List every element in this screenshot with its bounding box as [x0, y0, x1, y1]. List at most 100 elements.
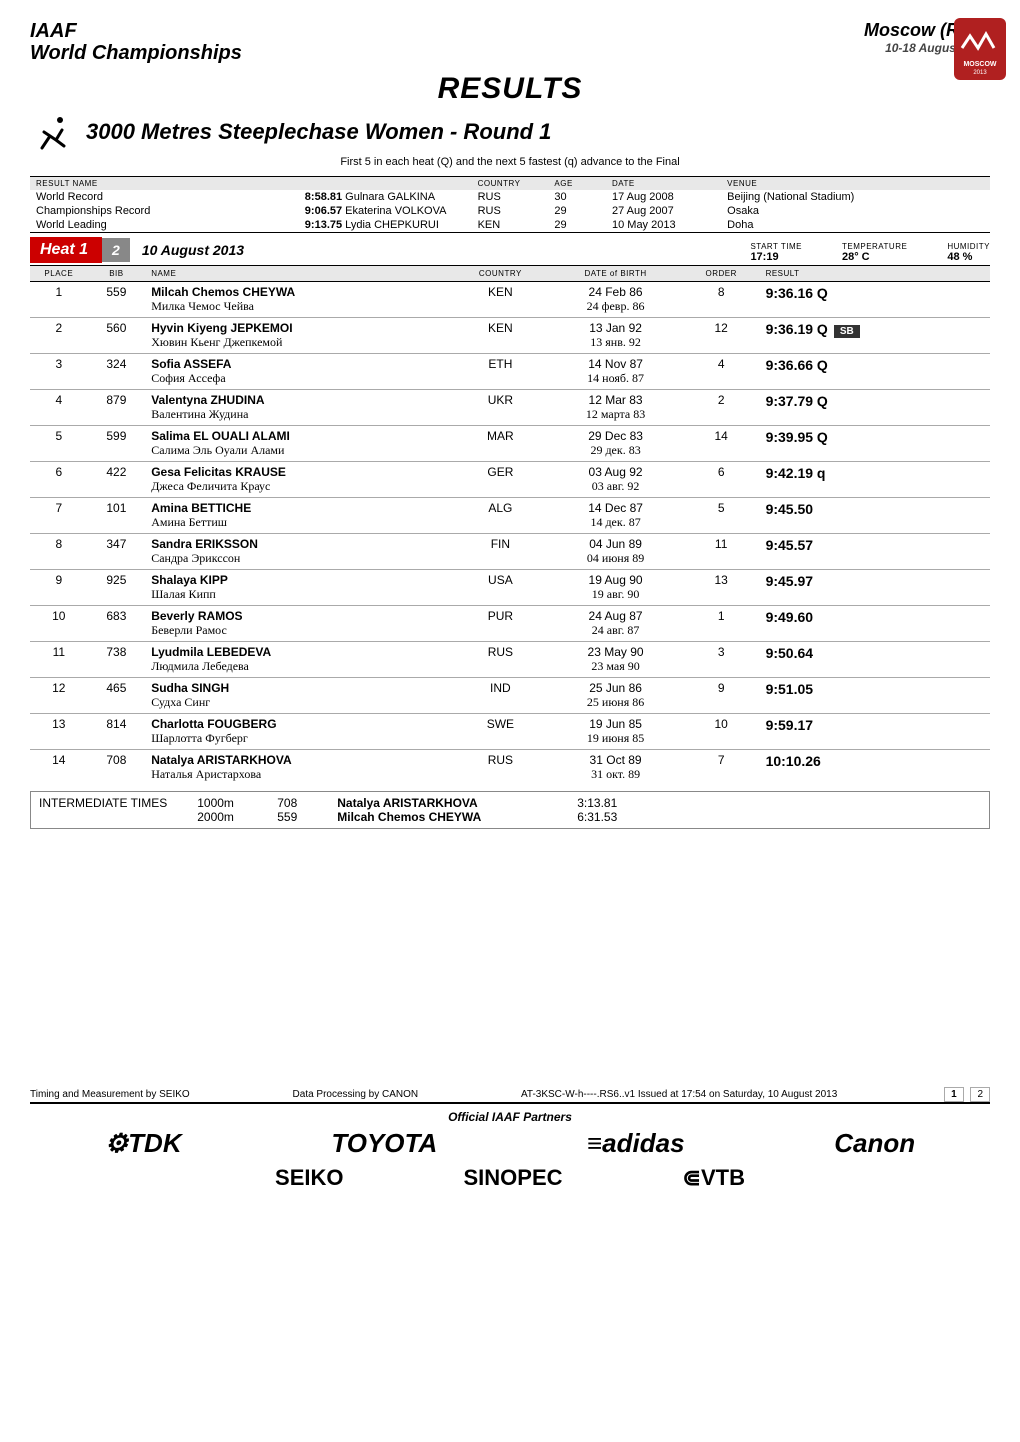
cell-country: FIN — [452, 534, 548, 570]
start-time: 17:19 — [750, 251, 778, 263]
cell-dob: 25 Jun 8625 июня 86 — [548, 678, 682, 714]
cell-place: 5 — [30, 426, 88, 462]
partner-logo: TOYOTA — [331, 1128, 437, 1159]
temp-val: 28° C — [842, 251, 870, 263]
issued-at: Issued at 17:54 on Saturday, 10 August 2… — [638, 1089, 837, 1100]
sb-badge: SB — [834, 325, 860, 338]
cell-order: 4 — [683, 354, 760, 390]
cell-bib: 324 — [88, 354, 146, 390]
cell-dob: 19 Aug 9019 авг. 90 — [548, 570, 682, 606]
th-venue: VENUE — [727, 179, 757, 188]
cell-dob: 31 Oct 8931 окт. 89 — [548, 750, 682, 786]
cell-dob: 19 Jun 8519 июня 85 — [548, 714, 682, 750]
cell-name: Salima EL OUALI ALAMIСалима Эль Оуали Ал… — [145, 426, 452, 462]
cell-place: 1 — [30, 282, 88, 318]
cell-result: 9:45.57 — [760, 534, 990, 570]
advance-rule: First 5 in each heat (Q) and the next 5 … — [30, 156, 990, 168]
cell-order: 14 — [683, 426, 760, 462]
cell-dob: 29 Dec 8329 дек. 83 — [548, 426, 682, 462]
data-credit: Data Processing by CANON — [293, 1089, 419, 1100]
cell-dob: 04 Jun 8904 июня 89 — [548, 534, 682, 570]
split-row: 1000m708Natalya ARISTARKHOVA3:13.81 — [197, 796, 981, 810]
report-code: AT-3KSC-W-h----.RS6..v1 — [521, 1089, 635, 1100]
cell-country: ALG — [452, 498, 548, 534]
cell-country: ETH — [452, 354, 548, 390]
cell-country: RUS — [452, 750, 548, 786]
th-bib: BIB — [109, 269, 123, 278]
cell-order: 8 — [683, 282, 760, 318]
cell-place: 11 — [30, 642, 88, 678]
th-place: PLACE — [44, 269, 73, 278]
cell-bib: 814 — [88, 714, 146, 750]
cell-place: 4 — [30, 390, 88, 426]
th-country: COUNTRY — [478, 179, 521, 188]
records-block: RESULT NAME COUNTRY AGE DATE VENUE World… — [30, 176, 990, 233]
cell-bib: 559 — [88, 282, 146, 318]
partners-label: Official IAAF Partners — [30, 1110, 990, 1124]
cell-dob: 14 Dec 8714 дек. 87 — [548, 498, 682, 534]
hum-lbl: HUMIDITY — [947, 242, 990, 251]
cell-name: Beverly RAMOSБеверли Рамос — [145, 606, 452, 642]
cell-name: Milcah Chemos CHEYWAМилка Чемос Чейва — [145, 282, 452, 318]
record-country: KEN — [472, 218, 549, 232]
record-age: 29 — [548, 204, 606, 218]
cell-name: Lyudmila LEBEDEVAЛюдмила Лебедева — [145, 642, 452, 678]
record-country: RUS — [472, 190, 549, 204]
temp-lbl: TEMPERATURE — [842, 242, 907, 251]
cell-country: KEN — [452, 282, 548, 318]
cell-result: 9:36.16 Q — [760, 282, 990, 318]
record-result-name: 8:58.81 Gulnara GALKINA — [299, 190, 472, 204]
cell-order: 2 — [683, 390, 760, 426]
cell-place: 6 — [30, 462, 88, 498]
page-total: 2 — [970, 1087, 990, 1102]
cell-bib: 101 — [88, 498, 146, 534]
cell-name: Gesa Felicitas KRAUSEДжеса Феличита Крау… — [145, 462, 452, 498]
cell-result: 9:36.66 Q — [760, 354, 990, 390]
cell-place: 14 — [30, 750, 88, 786]
cell-place: 9 — [30, 570, 88, 606]
cell-country: SWE — [452, 714, 548, 750]
cell-result: 9:59.17 — [760, 714, 990, 750]
page-current: 1 — [944, 1087, 964, 1102]
cell-name: Hyvin Kiyeng JEPKEMOIХювин Кьенг Джепкем… — [145, 318, 452, 354]
partners-top: ⚙TDKTOYOTA≡adidasCanon — [30, 1128, 990, 1159]
th-result-name: RESULT NAME — [36, 179, 98, 188]
cell-order: 1 — [683, 606, 760, 642]
partner-logo: SINOPEC — [464, 1165, 563, 1191]
record-label: Championships Record — [30, 204, 299, 218]
intermediate-label: INTERMEDIATE TIMES — [39, 796, 167, 824]
issue-line: Timing and Measurement by SEIKO Data Pro… — [30, 1089, 990, 1104]
heat-label: Heat 1 — [30, 237, 102, 263]
cell-name: Charlotta FOUGBERGШарлотта Фугберг — [145, 714, 452, 750]
cell-dob: 03 Aug 9203 авг. 92 — [548, 462, 682, 498]
cell-order: 12 — [683, 318, 760, 354]
cell-name: Natalya ARISTARKHOVAНаталья Аристархова — [145, 750, 452, 786]
timing-credit: Timing and Measurement by SEIKO — [30, 1089, 190, 1100]
record-venue: Doha — [721, 218, 990, 232]
cell-country: IND — [452, 678, 548, 714]
cell-bib: 422 — [88, 462, 146, 498]
results-title: RESULTS — [30, 72, 990, 106]
cell-dob: 24 Aug 8724 авг. 87 — [548, 606, 682, 642]
record-result-name: 9:06.57 Ekaterina VOLKOVA — [299, 204, 472, 218]
record-age: 29 — [548, 218, 606, 232]
cell-bib: 465 — [88, 678, 146, 714]
cell-bib: 925 — [88, 570, 146, 606]
cell-country: PUR — [452, 606, 548, 642]
cell-place: 8 — [30, 534, 88, 570]
partner-logo: ⚙TDK — [105, 1128, 182, 1159]
cell-bib: 560 — [88, 318, 146, 354]
record-venue: Beijing (National Stadium) — [721, 190, 990, 204]
split-row: 2000m559Milcah Chemos CHEYWA6:31.53 — [197, 810, 981, 824]
th-name: NAME — [151, 269, 176, 278]
cell-country: RUS — [452, 642, 548, 678]
record-country: RUS — [472, 204, 549, 218]
partner-logo: Canon — [834, 1128, 915, 1159]
cell-result: 9:50.64 — [760, 642, 990, 678]
cell-result: 9:36.19 QSB — [760, 318, 990, 354]
record-result-name: 9:13.75 Lydia CHEPKURUI — [299, 218, 472, 232]
cell-dob: 14 Nov 8714 нояб. 87 — [548, 354, 682, 390]
cell-name: Sudha SINGHСудха Синг — [145, 678, 452, 714]
th-result: RESULT — [766, 269, 800, 278]
record-date: 27 Aug 2007 — [606, 204, 721, 218]
